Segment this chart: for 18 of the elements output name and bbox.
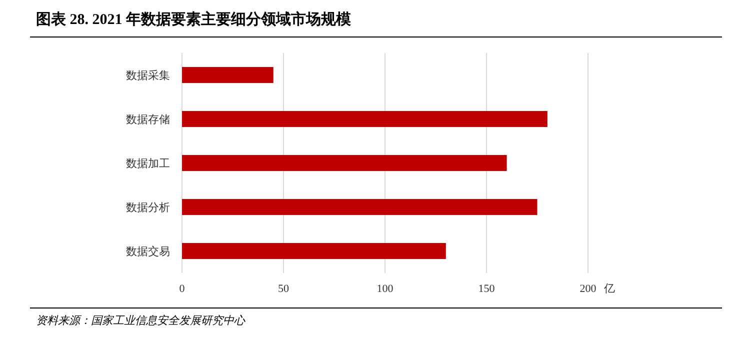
x-tick-label: 100 (376, 283, 394, 295)
y-tick-label: 数据采集 (126, 69, 170, 82)
x-tick-label: 200 (580, 283, 597, 295)
bar (182, 243, 446, 259)
x-tick-label: 50 (278, 283, 290, 295)
bar (182, 155, 507, 171)
x-tick-label: 150 (478, 283, 496, 295)
text: 资料来源：国家工业信息安全发展研究中心 (36, 314, 246, 327)
bar (182, 199, 538, 215)
chart-title: 图表 28. 2021 年数据要素主要细分领域市场规模 (36, 10, 352, 28)
x-tick-label: 0 (179, 283, 186, 295)
bar (182, 111, 548, 127)
y-tick-label: 数据分析 (126, 202, 170, 214)
y-tick-label: 数据存储 (126, 114, 170, 126)
bar (182, 67, 274, 83)
y-tick-label: 数据加工 (126, 157, 170, 170)
x-axis-title: 亿 (603, 283, 615, 295)
y-tick-label: 数据交易 (126, 245, 170, 258)
